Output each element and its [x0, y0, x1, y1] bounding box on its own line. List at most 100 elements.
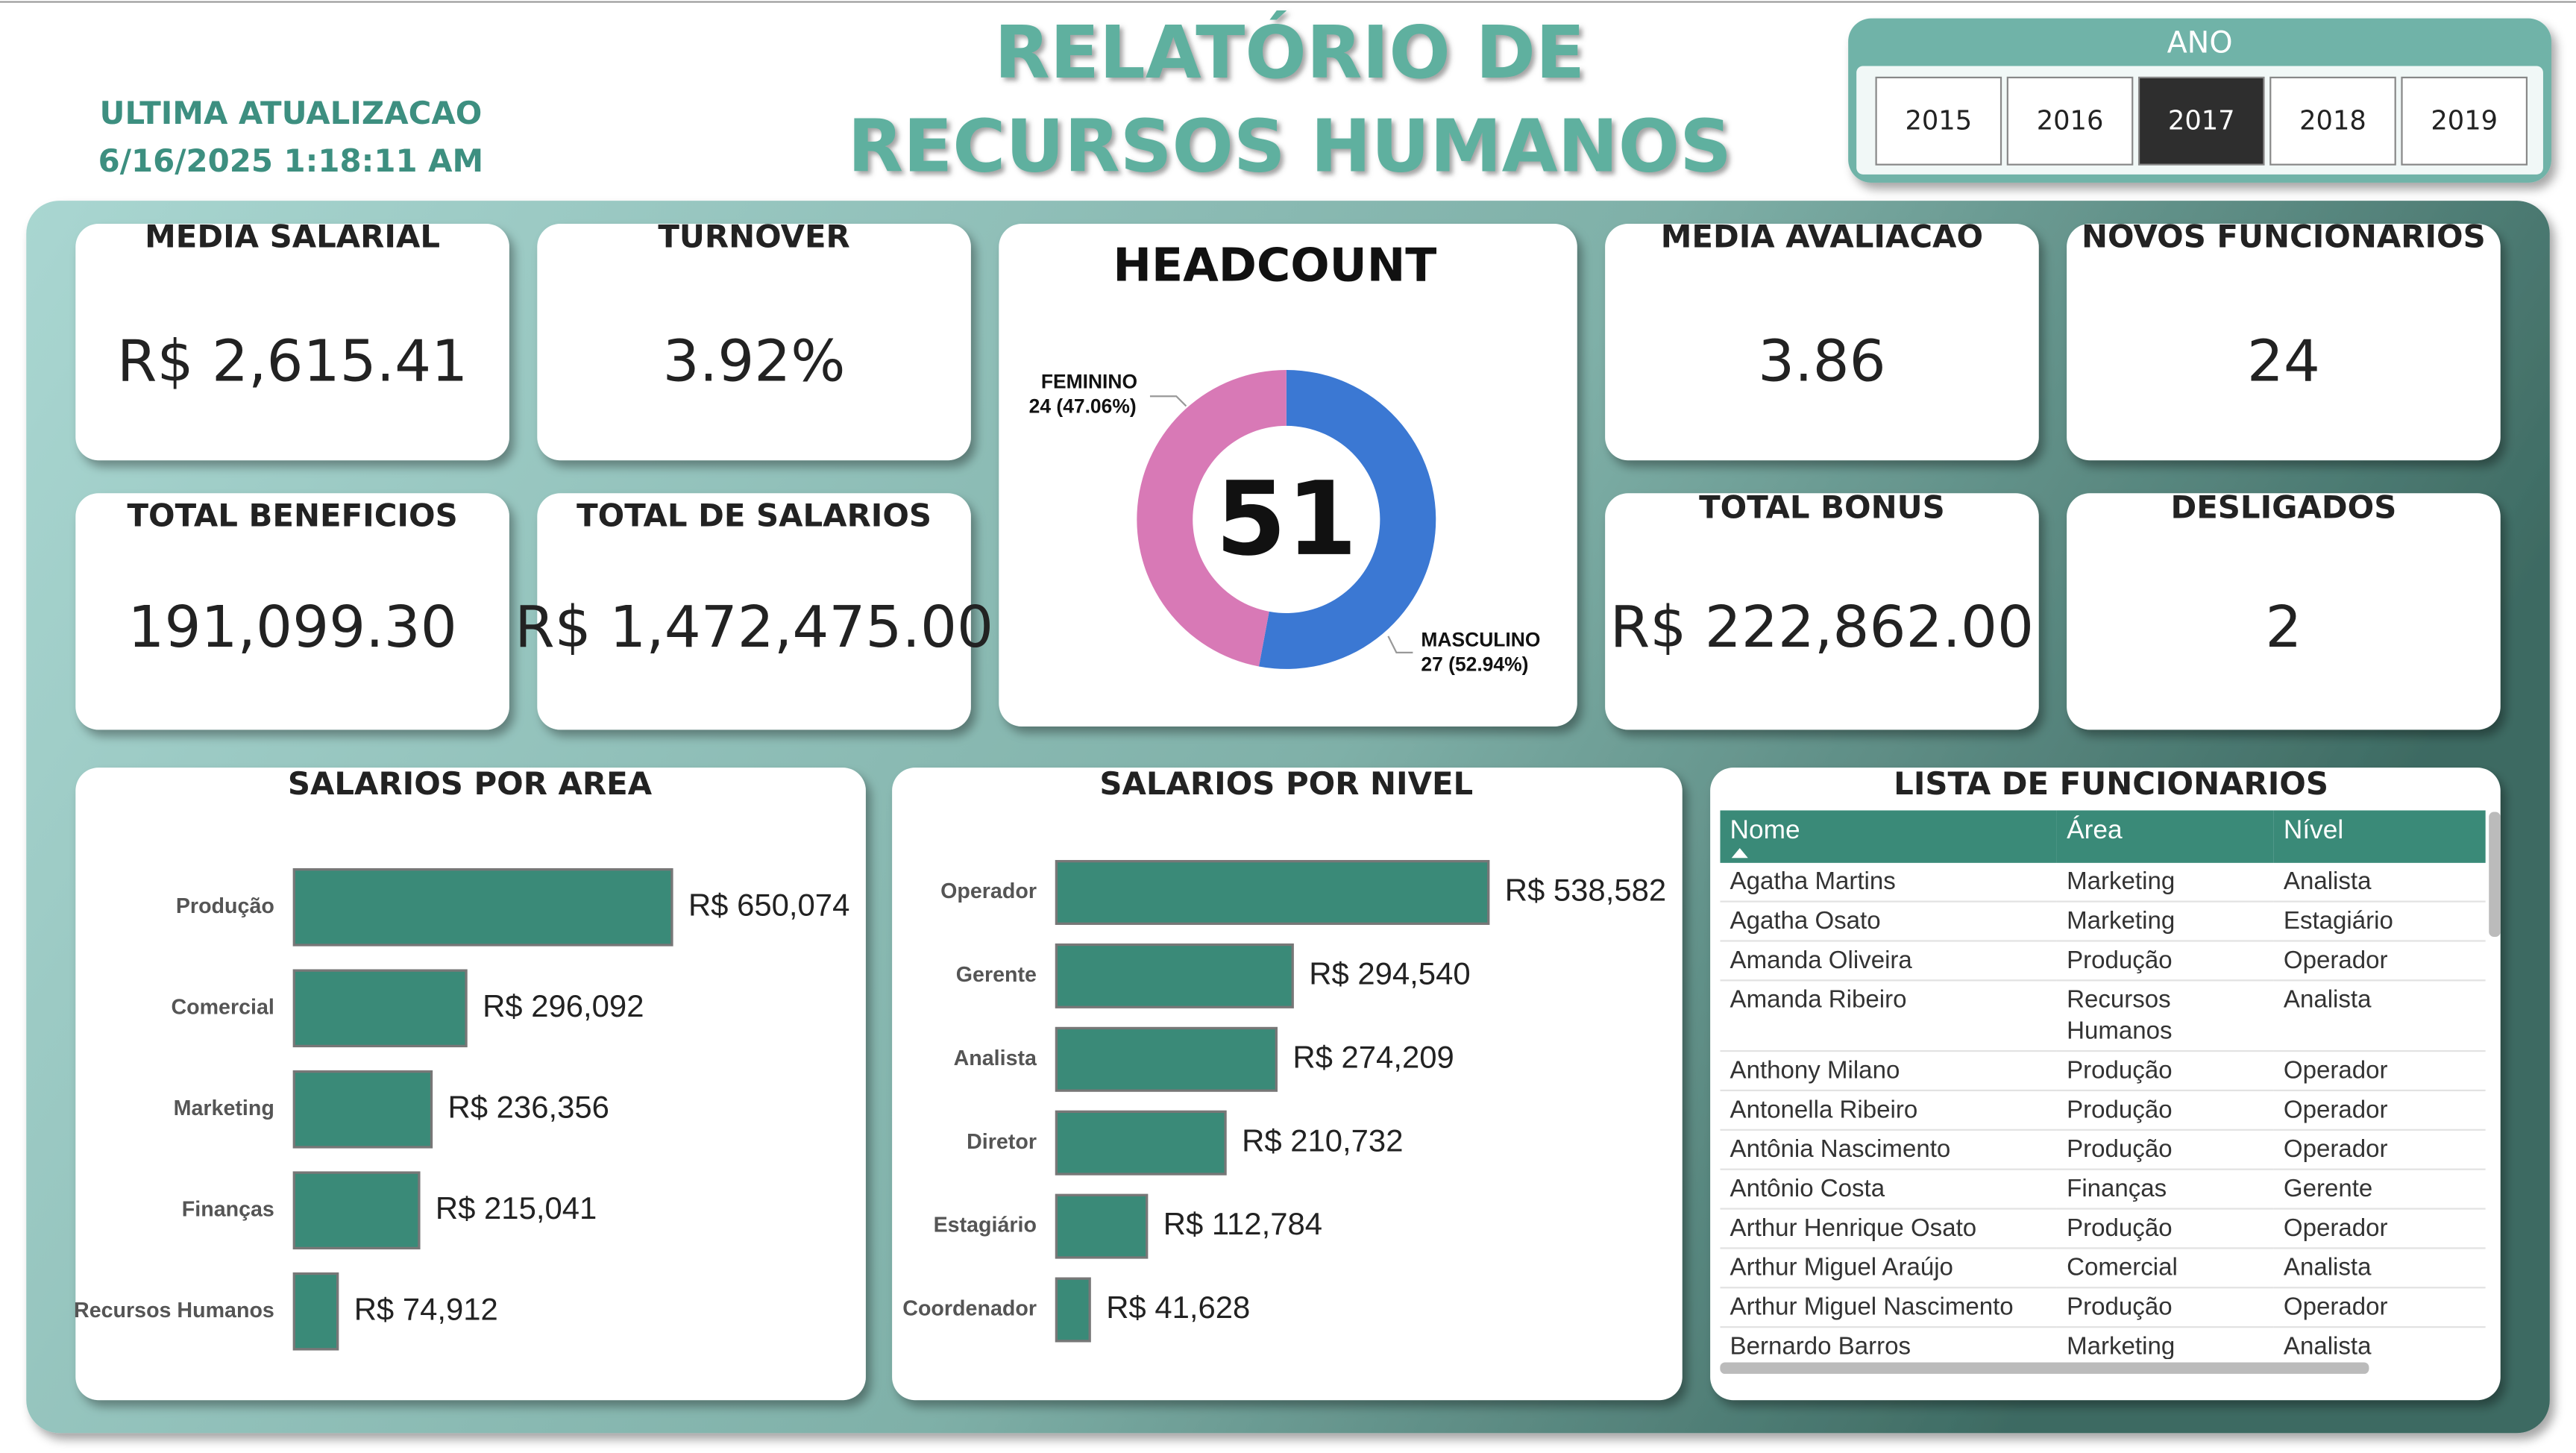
table-cell: Analista — [2273, 862, 2486, 903]
table-cell: Recursos Humanos — [2056, 980, 2274, 1052]
card — [2067, 223, 2501, 461]
category-label: Analista — [954, 1046, 1037, 1070]
category-label: Comercial — [171, 995, 274, 1019]
table-cell: Produção — [2056, 1129, 2274, 1170]
card-title: DESLIGADOS — [2170, 489, 2396, 526]
card — [2067, 493, 2501, 730]
table-cell: Marketing — [2056, 862, 2274, 903]
year-label[interactable]: 2016 — [2037, 105, 2104, 136]
donut-value-label: 27 (52.94%) — [1421, 653, 1528, 675]
bar — [292, 1171, 421, 1250]
donut-category: FEMININO — [1041, 371, 1137, 393]
bar — [1055, 859, 1490, 925]
bar-value-label: R$ 215,041 — [436, 1190, 597, 1226]
table-cell: Anthony Milano — [1720, 1051, 2057, 1092]
table-cell: Amanda Ribeiro — [1720, 980, 2057, 1052]
table-cell: Marketing — [2056, 901, 2274, 942]
table-cell: Arthur Miguel Araújo — [1720, 1248, 2057, 1289]
table-cell: Operador — [2273, 1129, 2486, 1170]
table-cell: Produção — [2056, 1208, 2274, 1249]
table-row: Arthur Miguel Nascimento Produção Operador — [1720, 1287, 2486, 1328]
table-row: Arthur Miguel Araújo Comercial Analista — [1720, 1248, 2486, 1289]
card-value: R$ 2,615.41 — [117, 327, 468, 395]
bar-value-label: R$ 538,582 — [1505, 873, 1666, 908]
report-title: RELATÓRIO DE — [994, 10, 1585, 95]
donut-slice — [1137, 369, 1287, 667]
table-cell: Antônio Costa — [1720, 1169, 2057, 1210]
leader-line — [1149, 395, 1187, 407]
table-cell: Operador — [2273, 941, 2486, 982]
year-button[interactable] — [2401, 76, 2528, 166]
employee-table: Nome Área Nível Agatha Martins Marketing Anal… — [1720, 810, 2486, 1360]
table-cell: Produção — [2056, 1090, 2274, 1131]
donut-category: MASCULINO — [1421, 628, 1540, 650]
chart-title: SALARIOS POR NIVEL — [1099, 765, 1473, 802]
bar-value-label: R$ 650,074 — [688, 887, 849, 922]
vertical-scrollbar — [2489, 812, 2501, 937]
card-title: NOVOS FUNCIONARIOS — [2082, 218, 2486, 254]
table-cell: Finanças — [2056, 1169, 2274, 1210]
table-row: Agatha Osato Marketing Estagiário — [1720, 901, 2486, 942]
year-label[interactable]: 2018 — [2299, 105, 2366, 136]
bar — [292, 969, 468, 1048]
chart-title: SALARIOS POR AREA — [288, 765, 653, 802]
table-cell: Analista — [2273, 1248, 2486, 1289]
table-cell: Arthur Henrique Osato — [1720, 1208, 2057, 1249]
bar — [292, 867, 673, 947]
table-cell: Bernardo Barros — [1720, 1327, 2057, 1360]
table-cell: Operador — [2273, 1208, 2486, 1249]
column-header: Nível — [2273, 810, 2486, 863]
table-row: Arthur Henrique Osato Produção Operador — [1720, 1208, 2486, 1249]
donut-value-label: 24 (47.06%) — [1029, 395, 1137, 418]
bar-value-label: R$ 274,209 — [1292, 1039, 1454, 1074]
header-row: Nome Área Nível — [1720, 810, 2486, 863]
table-cell: Amanda Oliveira — [1720, 941, 2057, 982]
bar — [292, 1272, 339, 1351]
table-cell: Agatha Martins — [1720, 862, 2057, 903]
year-button[interactable] — [2137, 76, 2265, 166]
category-label: Estagiário — [934, 1214, 1037, 1237]
table-row: Antônio Costa Finanças Gerente — [1720, 1169, 2486, 1210]
table-cell: Agatha Osato — [1720, 901, 2057, 942]
card-value: 2 — [2265, 594, 2302, 661]
table-cell: Analista — [2273, 1327, 2486, 1360]
card-value: 24 — [2247, 327, 2320, 395]
slicer-label: ANO — [2167, 25, 2233, 60]
category-label: Gerente — [956, 963, 1037, 987]
table-row: Bernardo Barros Marketing Analista — [1720, 1327, 2486, 1360]
year-label[interactable]: 2019 — [2431, 105, 2498, 136]
bar — [1055, 1277, 1091, 1343]
card — [537, 493, 971, 730]
card-title: TOTAL BENEFICIOS — [127, 498, 457, 534]
table-row: Agatha Martins Marketing Analista — [1720, 862, 2486, 903]
card-title: TOTAL DE SALARIOS — [577, 498, 932, 534]
card — [999, 223, 1577, 727]
year-label[interactable]: 2017 — [2168, 105, 2235, 136]
category-label: Produção — [176, 894, 274, 918]
bar — [1055, 1193, 1149, 1259]
card-title: TURNOVER — [658, 218, 849, 254]
card-value: 3.86 — [1758, 327, 1886, 395]
table-cell: Comercial — [2056, 1248, 2274, 1289]
year-label[interactable]: 2015 — [1905, 105, 1972, 136]
card — [75, 493, 509, 730]
card — [1605, 223, 2039, 461]
category-label: Diretor — [967, 1130, 1037, 1154]
update-label: ULTIMA ATUALIZACAO — [99, 95, 482, 131]
year-button[interactable] — [2006, 76, 2134, 166]
bar — [1055, 943, 1294, 1008]
horizontal-scrollbar — [1720, 1362, 2369, 1374]
table-row: Antonella Ribeiro Produção Operador — [1720, 1090, 2486, 1131]
chart-title: HEADCOUNT — [1113, 238, 1436, 292]
table-cell: Operador — [2273, 1287, 2486, 1328]
card — [75, 223, 509, 461]
table-cell: Operador — [2273, 1051, 2486, 1092]
card — [1605, 493, 2039, 730]
card-value: R$ 222,862.00 — [1610, 594, 2034, 661]
year-button[interactable] — [1875, 76, 2002, 166]
update-time: 6/16/2025 1:18:11 AM — [98, 142, 484, 179]
year-button[interactable] — [2269, 76, 2396, 166]
bar — [292, 1070, 433, 1149]
bar-value-label: R$ 294,540 — [1309, 955, 1470, 991]
